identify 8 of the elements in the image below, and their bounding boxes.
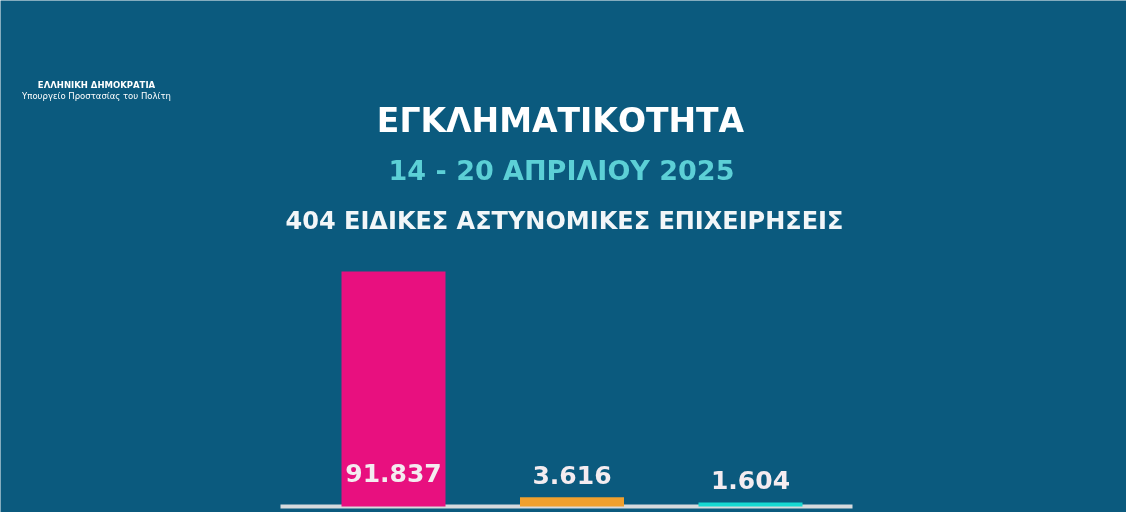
text: Υπουργείο Προστασίας του Πολίτη [21, 90, 171, 101]
text: 404 ΕΙΔΙΚΕΣ ΑΣΤΥΝΟΜΙΚΕΣ ΕΠΙΧΕΙΡΗΣΕΙΣ [285, 206, 844, 235]
data-label: 3.616 [532, 461, 612, 491]
chart-subtitle: 14 - 20 ΑΠΡΙΛΙΟΥ 2025 [388, 155, 735, 186]
chart-title: ΕΓΚΛΗΜΑΤΙΚΟΤΗΤΑ [376, 101, 745, 140]
text: ΕΛΛΗΝΙΚΗ ΔΗΜΟΚΡΑΤΙΑ [37, 79, 156, 90]
data-label: 91.837 [345, 458, 442, 488]
data-label: 1.604 [710, 466, 791, 496]
